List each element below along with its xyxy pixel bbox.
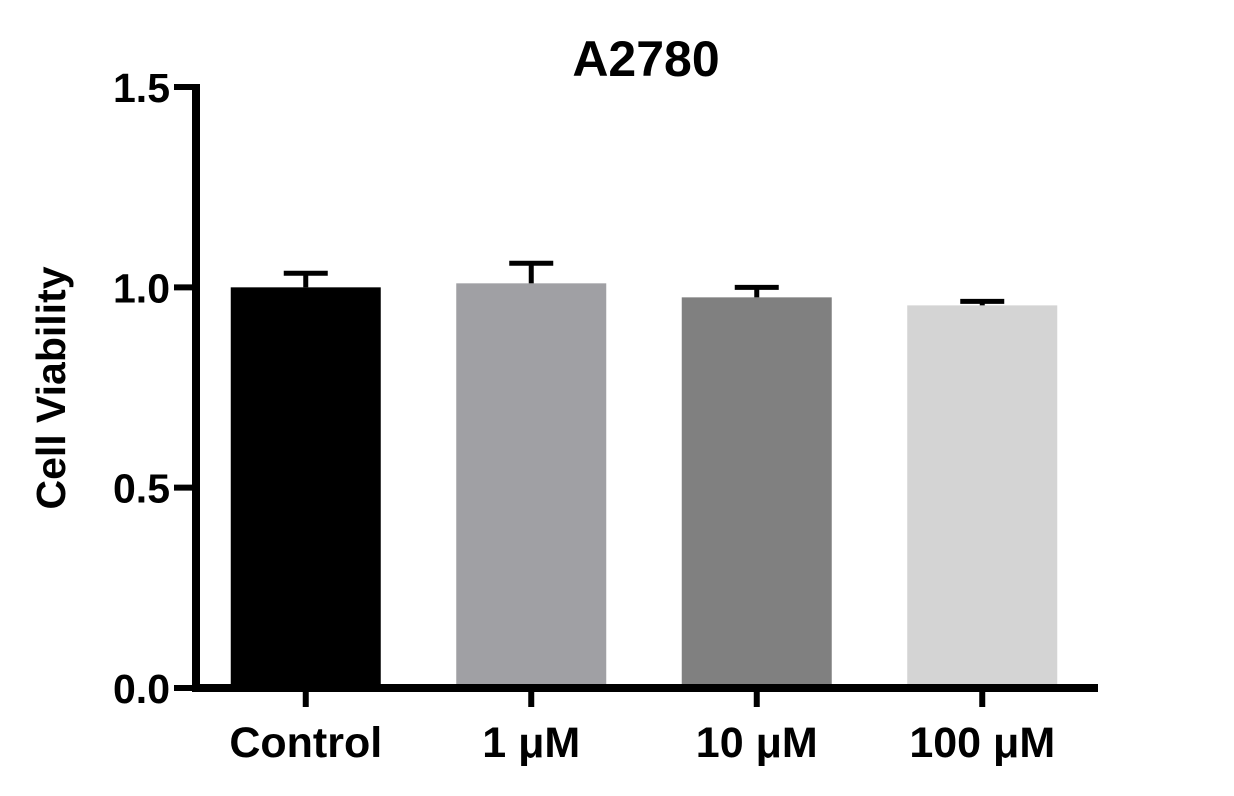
x-tick-label: 1 μM xyxy=(482,719,580,767)
error-bars xyxy=(283,260,1005,306)
bar xyxy=(681,297,832,688)
y-tick-label: 1.0 xyxy=(113,265,170,311)
bar xyxy=(230,287,381,688)
x-axis-ticks: Control 1 μM 10 μM 100 μM xyxy=(229,688,1055,767)
y-tick-label: 0.0 xyxy=(113,666,170,712)
y-tick-label: 1.5 xyxy=(113,65,170,111)
chart-title: A2780 xyxy=(572,31,719,87)
y-axis-label: Cell Viability xyxy=(28,266,74,509)
x-tick-label: 10 μM xyxy=(696,719,818,767)
bars xyxy=(230,283,1058,688)
y-tick-label: 0.5 xyxy=(113,466,170,512)
y-axis-ticks: 0.0 0.5 1.0 1.5 xyxy=(113,65,196,712)
bar xyxy=(456,283,607,688)
bar xyxy=(907,305,1058,688)
x-tick-label: Control xyxy=(229,719,382,767)
x-tick-label: 100 μM xyxy=(909,719,1055,767)
